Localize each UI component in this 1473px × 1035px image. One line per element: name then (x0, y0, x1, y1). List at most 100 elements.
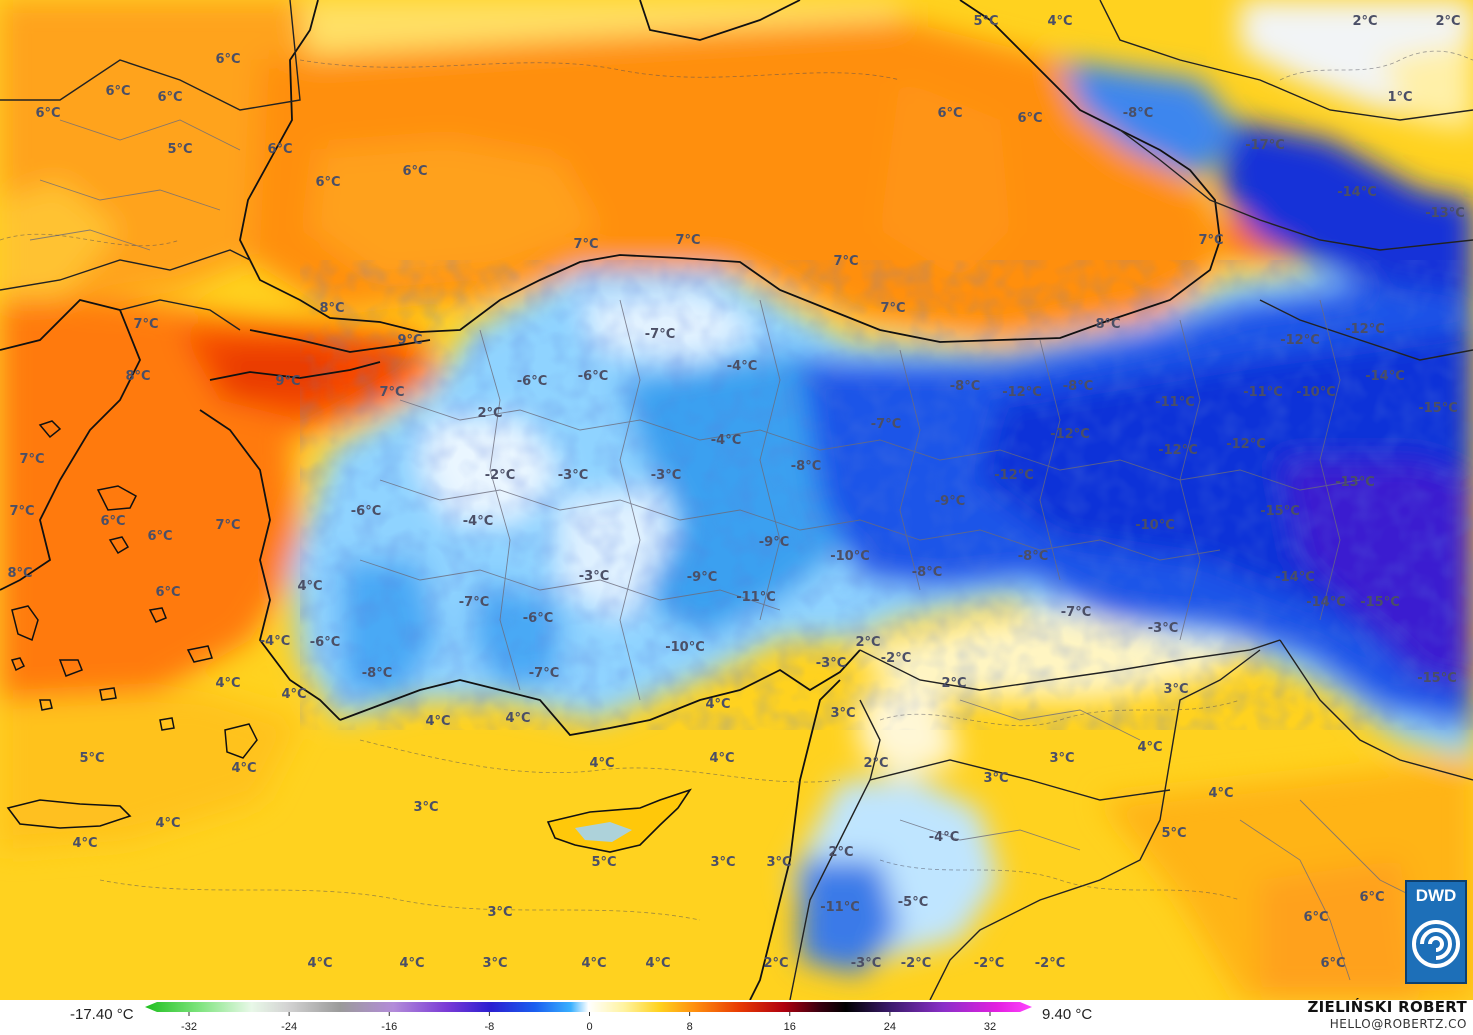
temperature-label: 6°C (267, 142, 292, 157)
temperature-label: -13°C (1425, 206, 1465, 221)
temperature-label: -12°C (1226, 437, 1266, 452)
temperature-label: 3°C (830, 706, 855, 721)
temperature-label: -6°C (351, 504, 381, 519)
temperature-label: 4°C (215, 676, 240, 691)
temperature-map: 6°C 6°C 6°C 6°C 5°C 6°C 6°C 6°C 5°C 4°C 2°C 2°C 6°C 6… (0, 0, 1473, 1000)
temperature-label: 5°C (1161, 826, 1186, 841)
temperature-label: -4°C (727, 359, 757, 374)
temperature-label: -4°C (929, 830, 959, 845)
temperature-label: 6°C (402, 164, 427, 179)
temperature-label: -11°C (820, 900, 860, 915)
temperature-label: 6°C (157, 90, 182, 105)
temperature-label: 5°C (591, 855, 616, 870)
author-email: HELLO@ROBERTZ.CO (1329, 1017, 1467, 1031)
temperature-label: -3°C (651, 468, 681, 483)
country-borders (0, 0, 1473, 1000)
temperature-label: 4°C (281, 687, 306, 702)
temperature-label: 7°C (9, 504, 34, 519)
temperature-label: -8°C (362, 666, 392, 681)
temperature-label: -12°C (1002, 385, 1042, 400)
temperature-label: -4°C (463, 514, 493, 529)
temperature-label: -9°C (687, 570, 717, 585)
temperature-label: -12°C (994, 468, 1034, 483)
colorbar-tick-label: -24 (281, 1021, 297, 1033)
temperature-label: 2°C (1435, 14, 1460, 29)
colorbar-tick-label: 32 (984, 1021, 996, 1033)
colorbar: -32 -24 -16 -8 0 8 16 24 32 (145, 1002, 1032, 1033)
texture-overlay (300, 260, 1473, 730)
temperature-label: -6°C (523, 611, 553, 626)
temperature-label: 4°C (705, 697, 730, 712)
coastlines (0, 0, 1221, 1000)
temperature-label: 7°C (675, 233, 700, 248)
temperature-label: -10°C (1296, 385, 1336, 400)
temperature-label: -8°C (791, 459, 821, 474)
colorbar-tick-label: 0 (586, 1021, 592, 1033)
temperature-label: 6°C (1017, 111, 1042, 126)
temperature-label: 4°C (1047, 14, 1072, 29)
temperature-label: 2°C (855, 635, 880, 650)
temperature-label: -15°C (1417, 671, 1457, 686)
temperature-label: -9°C (759, 535, 789, 550)
colorbar-tick-label: 16 (784, 1021, 796, 1033)
temperature-label: -11°C (1243, 385, 1283, 400)
temperature-label: 6°C (105, 84, 130, 99)
temperature-label: 3°C (1163, 682, 1188, 697)
temperature-label: 7°C (19, 452, 44, 467)
temperature-label: 7°C (573, 237, 598, 252)
temperature-label: 8°C (1095, 317, 1120, 332)
temperature-label: 6°C (35, 106, 60, 121)
province-borders (29, 119, 1421, 981)
temperature-label: -3°C (851, 956, 881, 971)
temperature-label: -12°C (1050, 427, 1090, 442)
temperature-label: 3°C (766, 855, 791, 870)
temperature-label: 4°C (297, 579, 322, 594)
dwd-swirl-icon (1412, 920, 1460, 968)
temperature-label: -6°C (517, 374, 547, 389)
colorbar-min-label: -17.40 °C (70, 1006, 134, 1023)
temperature-label: 7°C (379, 385, 404, 400)
temperature-label: -12°C (1158, 443, 1198, 458)
temperature-label: -7°C (645, 327, 675, 342)
temperature-label: -6°C (578, 369, 608, 384)
temperature-label: 9°C (397, 333, 422, 348)
temperature-label: 2°C (828, 845, 853, 860)
temperature-label: -7°C (529, 666, 559, 681)
temperature-labels: 6°C 6°C 6°C 6°C 5°C 6°C 6°C 6°C 5°C 4°C 2°C 2°C 6°C 6… (7, 14, 1464, 971)
temperature-label: -10°C (665, 640, 705, 655)
temperature-label: -3°C (579, 569, 609, 584)
temperature-label: 9°C (275, 374, 300, 389)
temperature-label: 6°C (100, 514, 125, 529)
temperature-label: 2°C (863, 756, 888, 771)
temperature-label: -8°C (950, 379, 980, 394)
temperature-label: -2°C (485, 468, 515, 483)
temperature-label: 6°C (155, 585, 180, 600)
temperature-label: -14°C (1365, 369, 1405, 384)
crete-island (6, 799, 132, 829)
temperature-label: 8°C (7, 566, 32, 581)
temperature-label: -7°C (459, 595, 489, 610)
temperature-label: 2°C (1352, 14, 1377, 29)
isotherms (0, 50, 1473, 921)
temperature-label: 3°C (482, 956, 507, 971)
temperature-label: 7°C (215, 518, 240, 533)
temperature-label: 5°C (79, 751, 104, 766)
temperature-label: 3°C (983, 771, 1008, 786)
dwd-logo-text: DWD (1415, 886, 1457, 905)
temperature-label: 2°C (941, 676, 966, 691)
temperature-label: -10°C (830, 549, 870, 564)
temperature-label: -5°C (898, 895, 928, 910)
temperature-label: -11°C (1155, 395, 1195, 410)
temperature-label: -15°C (1260, 504, 1300, 519)
temperature-label: 8°C (125, 369, 150, 384)
temperature-label: -2°C (974, 956, 1004, 971)
temperature-label: 6°C (1303, 910, 1328, 925)
colorbar-tick-label: -8 (484, 1021, 494, 1033)
temperature-label: -17°C (1245, 138, 1285, 153)
temperature-label: -15°C (1360, 595, 1400, 610)
temperature-label: -4°C (711, 433, 741, 448)
temperature-label: -7°C (871, 417, 901, 432)
temperature-label: 5°C (973, 14, 998, 29)
temperature-label: 3°C (1049, 751, 1074, 766)
temperature-label: 5°C (167, 142, 192, 157)
